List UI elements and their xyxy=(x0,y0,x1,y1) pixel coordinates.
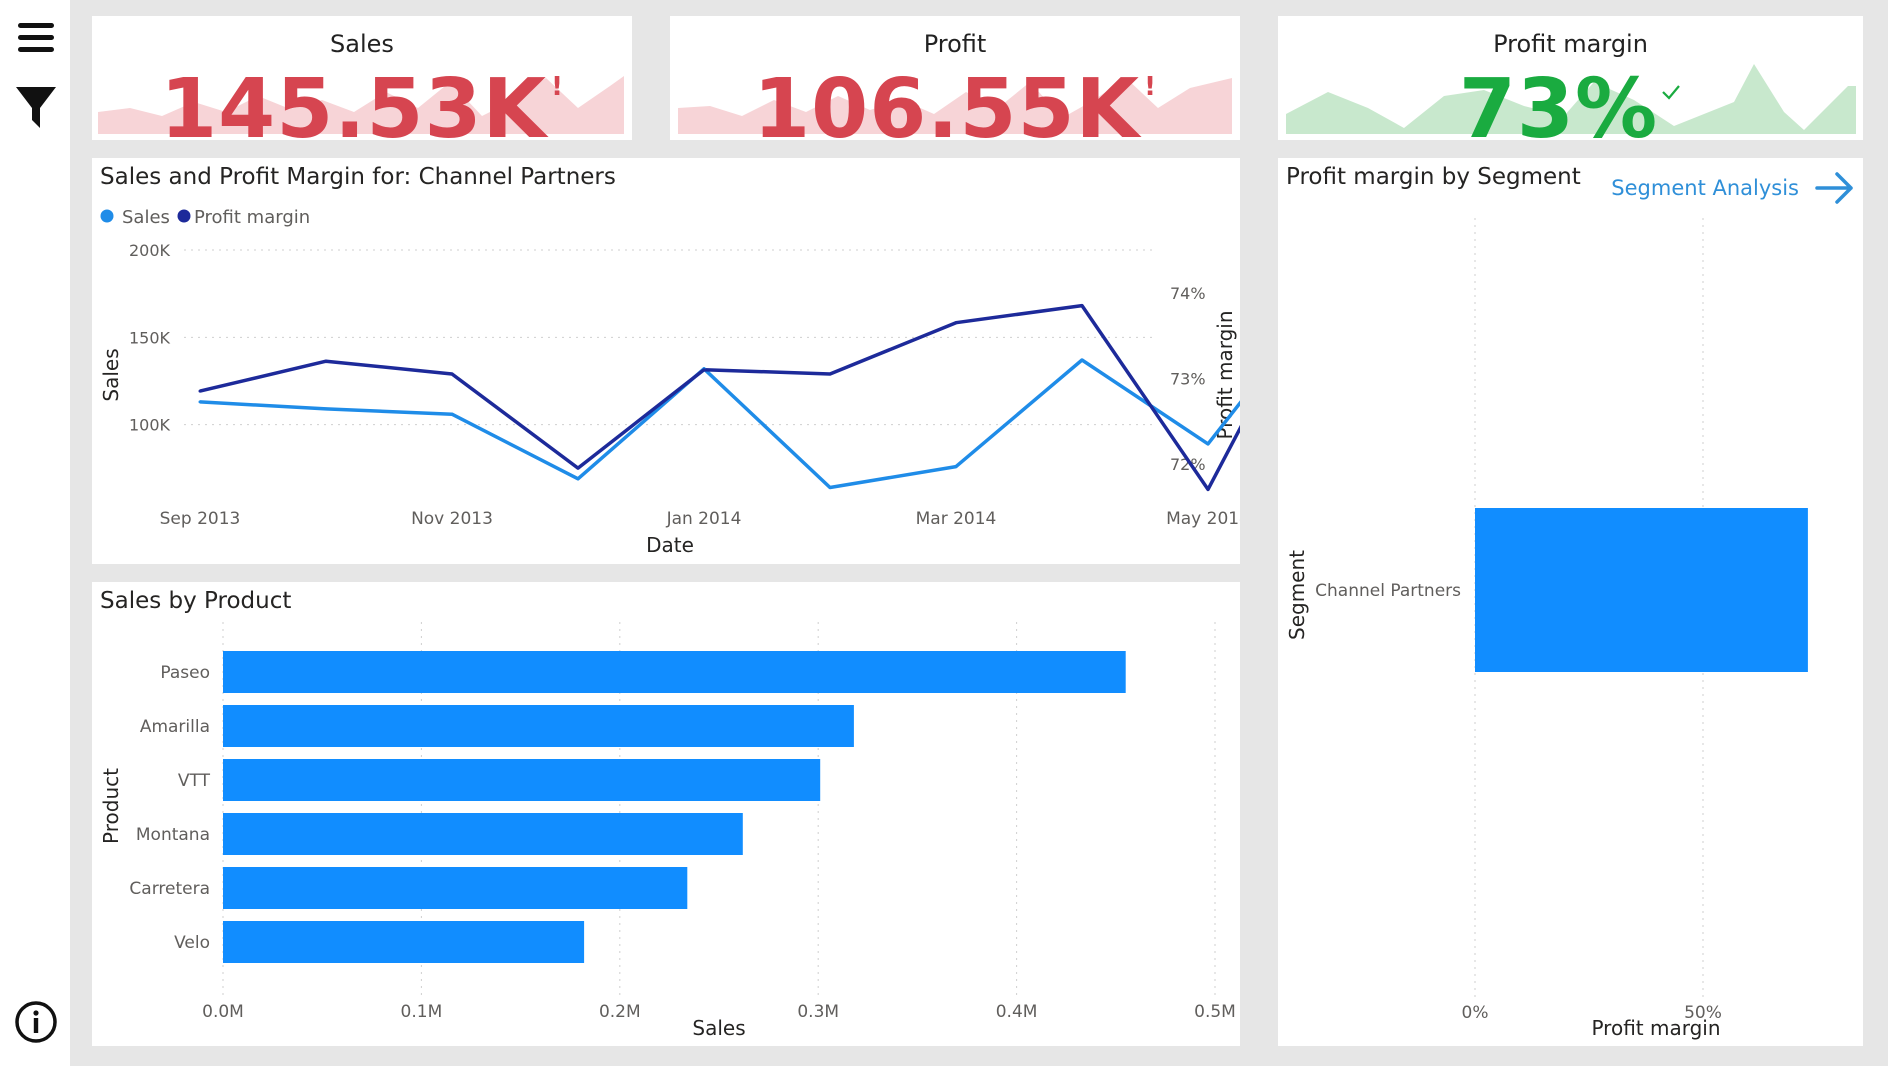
x-tick-label: 0.1M xyxy=(401,1002,443,1022)
data-point-sales xyxy=(576,477,580,481)
category-label: Paseo xyxy=(160,663,210,683)
sidebar xyxy=(0,0,70,1066)
x-axis-title: Sales xyxy=(692,1016,745,1040)
kpi-sparkline-area xyxy=(1286,64,1856,134)
filter-icon[interactable] xyxy=(14,84,58,128)
segment-analysis-button[interactable]: Segment Analysis xyxy=(1611,168,1857,208)
segment-chart-card[interactable]: Profit margin by Segment Segment Analysi… xyxy=(1278,158,1863,1046)
kpi-title: Profit xyxy=(923,30,987,58)
warning-indicator-icon: ! xyxy=(551,72,564,102)
line-chart-title: Sales and Profit Margin for: Channel Par… xyxy=(100,164,616,190)
y2-tick-label: 72% xyxy=(1170,455,1206,474)
kpi-title: Sales xyxy=(330,30,394,58)
data-point-profit-margin xyxy=(450,372,454,376)
x-tick-label: May 2014 xyxy=(1166,509,1240,529)
kpi-card-profit-margin[interactable]: Profit margin 73% xyxy=(1278,16,1863,140)
y2-tick-label: 74% xyxy=(1170,284,1206,303)
bar xyxy=(223,813,743,855)
y-tick-label: 200K xyxy=(129,241,171,260)
kpi-card-profit[interactable]: Profit 106.55K! xyxy=(670,16,1240,140)
data-point-profit-margin xyxy=(702,368,706,372)
data-point-profit-margin xyxy=(828,372,832,376)
data-point-profit-margin xyxy=(198,389,202,393)
legend-label-sales: Sales xyxy=(122,207,170,228)
data-point-profit-margin xyxy=(954,321,958,325)
kpi-card-sales[interactable]: Sales 145.53K! xyxy=(92,16,632,140)
y2-tick-label: 73% xyxy=(1170,369,1206,388)
y-tick-label: 150K xyxy=(129,328,171,347)
kpi-value: 145.53K! xyxy=(160,62,564,140)
kpi-value: 106.55K! xyxy=(753,62,1157,140)
x-tick-label: Sep 2013 xyxy=(160,509,241,529)
info-icon[interactable] xyxy=(14,1000,58,1044)
x-tick-label: 50% xyxy=(1684,1003,1722,1023)
x-tick-label: 0.5M xyxy=(1194,1002,1236,1022)
data-point-profit-margin xyxy=(1206,487,1210,491)
x-tick-label: 0% xyxy=(1462,1003,1489,1023)
y-axis-title: Product xyxy=(99,768,123,844)
bar xyxy=(223,867,688,909)
x-tick-label: Jan 2014 xyxy=(666,509,742,529)
data-point-sales xyxy=(828,486,832,489)
line-chart: Sales Profit margin 100K 150K 200K 72% 73% 74% S… xyxy=(99,207,1240,557)
segment-bar-chart: 0% 50% Channel Partners Profit margin Segmen… xyxy=(1285,218,1808,1040)
check-icon xyxy=(1662,85,1680,100)
data-point-sales xyxy=(450,412,454,416)
data-point-profit-margin xyxy=(576,466,580,470)
data-point-sales xyxy=(1206,442,1210,446)
y2-axis-title: Profit margin xyxy=(1213,310,1237,439)
segment-chart-title: Profit margin by Segment xyxy=(1286,164,1581,190)
x-axis-title: Date xyxy=(646,533,694,557)
bar xyxy=(223,705,854,747)
data-point-sales xyxy=(198,400,202,404)
series-line-sales xyxy=(199,358,1240,490)
bar xyxy=(223,759,821,801)
legend-label-profit-margin: Profit margin xyxy=(194,207,310,228)
line-chart-card[interactable]: Sales and Profit Margin for: Channel Par… xyxy=(92,158,1240,564)
bar xyxy=(223,651,1126,693)
data-point-sales xyxy=(324,407,328,411)
x-tick-label: 0.0M xyxy=(202,1002,244,1022)
kpi-sparkline-profit-margin xyxy=(1286,64,1856,134)
category-label: Channel Partners xyxy=(1315,581,1461,601)
category-label: Velo xyxy=(174,933,210,953)
bar-chart-card[interactable]: Sales by Product 0.0M 0.1M 0.2M 0.3M 0.4M 0.5… xyxy=(92,582,1240,1046)
category-label: Carretera xyxy=(129,879,210,899)
x-tick-label: Mar 2014 xyxy=(916,509,997,529)
series-line-profit-margin xyxy=(199,303,1240,492)
x-tick-label: Nov 2013 xyxy=(411,509,493,529)
kpi-sparkline-area xyxy=(678,78,1232,134)
category-label: Montana xyxy=(136,825,210,845)
arrow-right-icon xyxy=(1815,172,1853,204)
data-point-sales xyxy=(1080,358,1084,362)
bar-chart-title: Sales by Product xyxy=(100,588,292,614)
x-tick-label: 0.3M xyxy=(797,1002,839,1022)
legend-marker-sales xyxy=(100,209,114,223)
y-axis-title: Segment xyxy=(1285,550,1309,640)
kpi-sparkline-sales xyxy=(98,76,624,134)
data-point-profit-margin xyxy=(1080,304,1084,308)
hamburger-menu-icon[interactable] xyxy=(14,16,58,60)
kpi-title: Profit margin xyxy=(1493,30,1648,58)
x-tick-label: 0.2M xyxy=(599,1002,641,1022)
kpi-sparkline-profit xyxy=(678,78,1232,134)
x-axis-title: Profit margin xyxy=(1591,1016,1720,1040)
y-tick-label: 100K xyxy=(129,416,171,435)
kpi-sparkline-area xyxy=(98,76,624,134)
x-tick-label: 0.4M xyxy=(996,1002,1038,1022)
data-point-profit-margin xyxy=(324,359,328,363)
data-point-sales xyxy=(954,465,958,469)
category-label: Amarilla xyxy=(140,717,210,737)
category-label: VTT xyxy=(178,771,211,791)
bar xyxy=(223,921,585,963)
segment-analysis-label: Segment Analysis xyxy=(1611,176,1799,200)
legend-marker-profit-margin xyxy=(177,209,191,223)
bar xyxy=(1475,508,1808,672)
y-axis-title: Sales xyxy=(99,348,123,401)
kpi-value: 73% xyxy=(1278,62,1863,140)
bar-chart: 0.0M 0.1M 0.2M 0.3M 0.4M 0.5M Paseo Amarilla VTT… xyxy=(99,622,1236,1040)
warning-indicator-icon: ! xyxy=(1144,72,1157,102)
